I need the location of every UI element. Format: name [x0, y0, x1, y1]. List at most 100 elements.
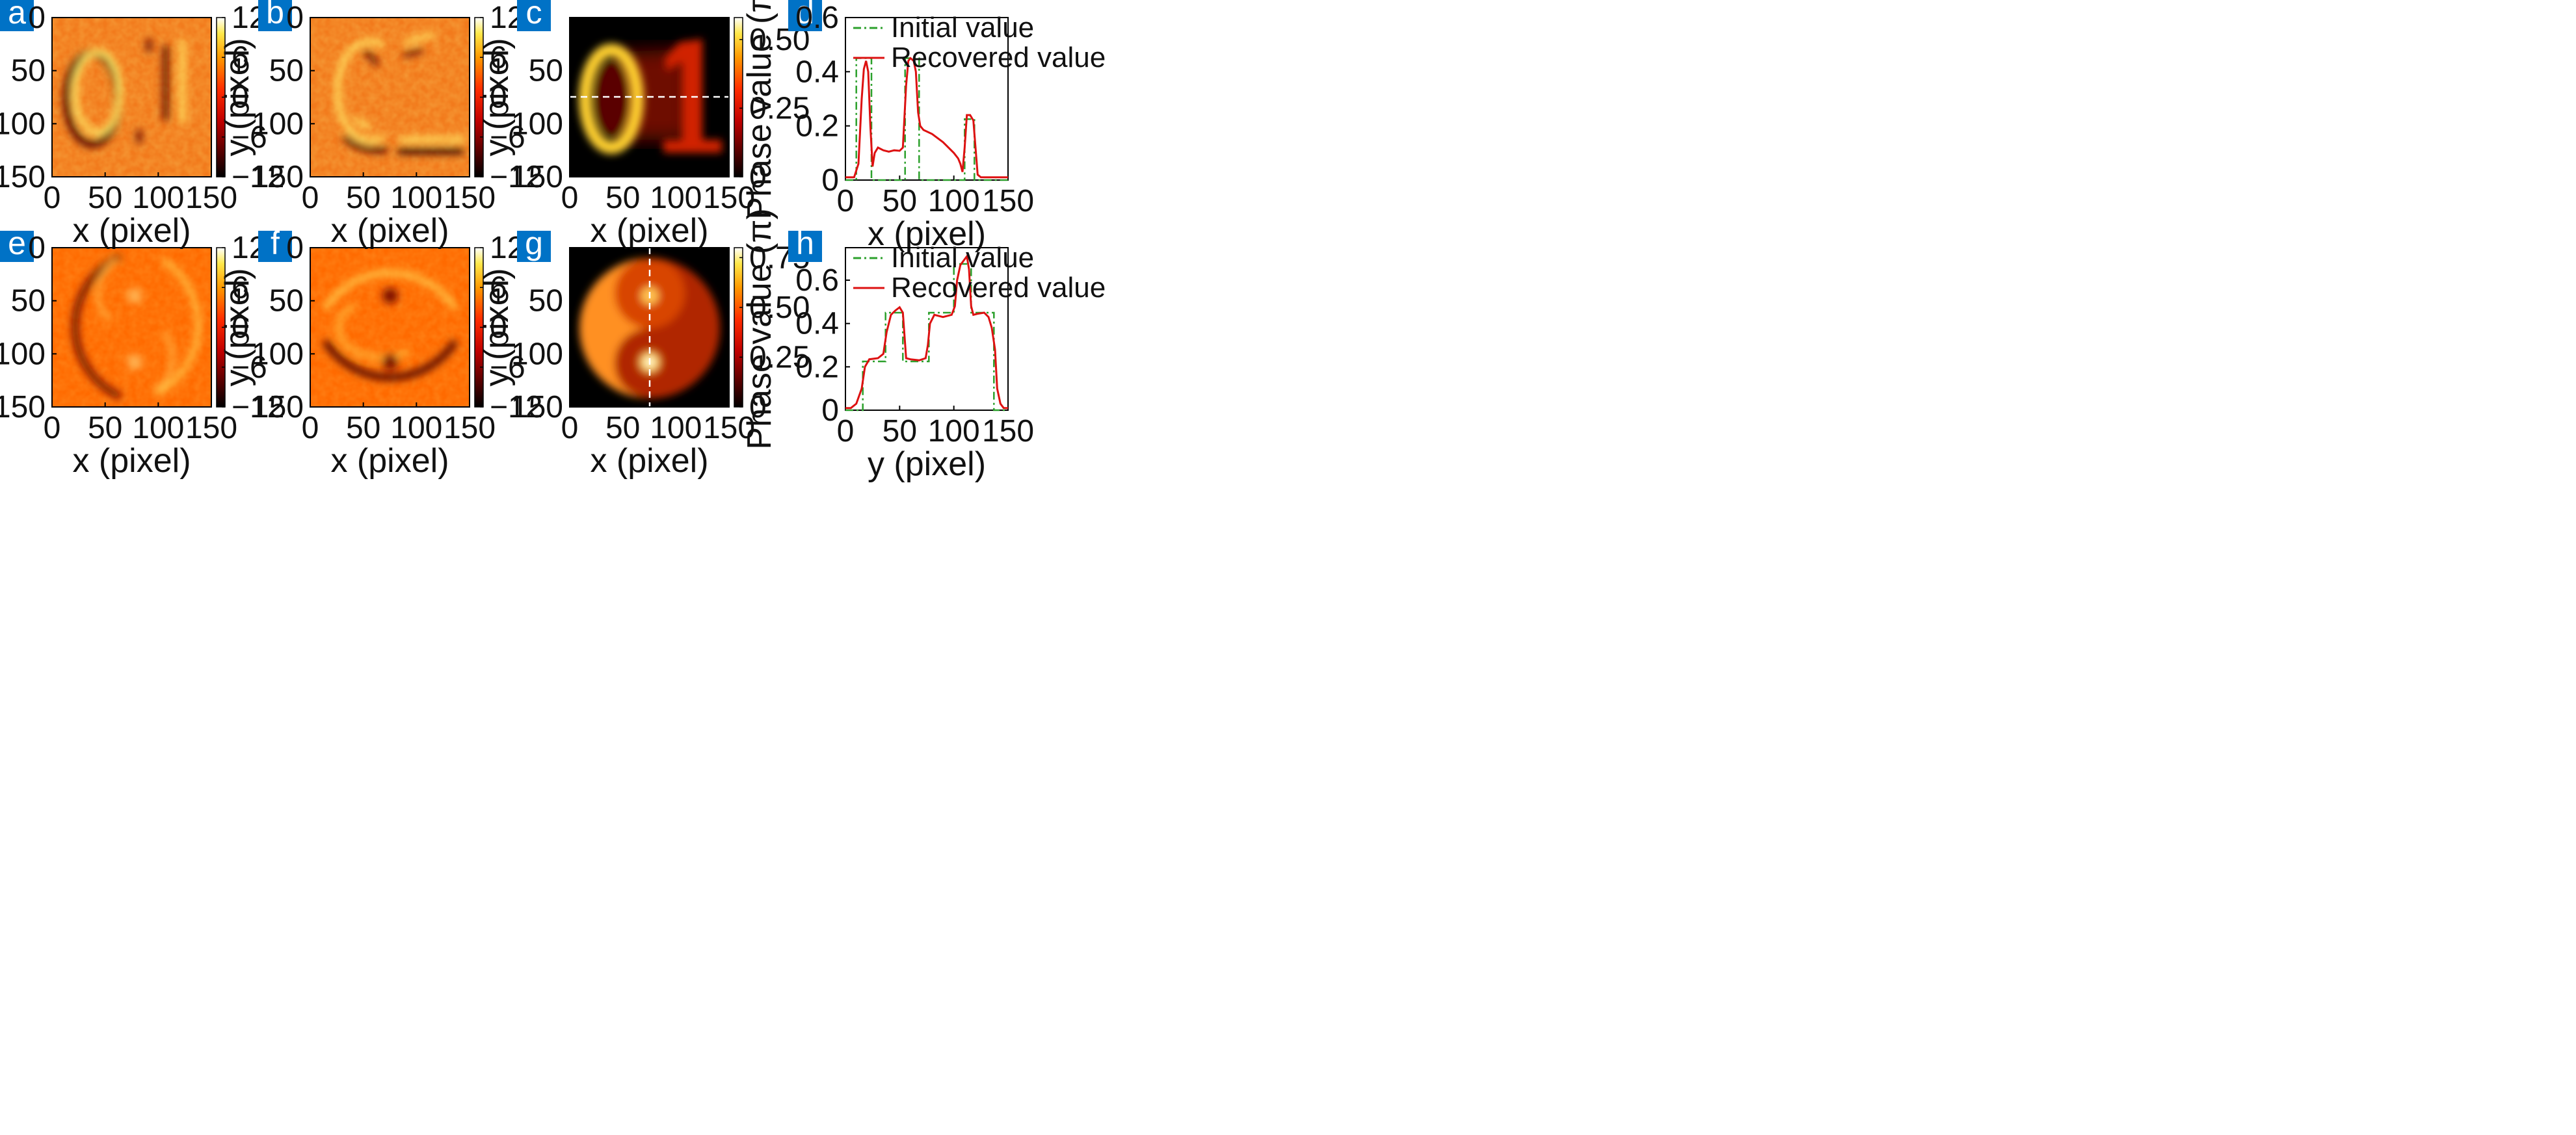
ytick-label: 0 — [821, 163, 839, 198]
colorbar-tick-label: 6 — [490, 40, 507, 75]
ytick-label: 50 — [269, 54, 304, 88]
colorbar-tick-label: −12 — [232, 160, 284, 194]
xtick-label: 100 — [650, 181, 702, 215]
ytick-label: 150 — [0, 390, 46, 424]
ytick-label: 0 — [821, 393, 839, 428]
colorbar-tick-label: 0.25 — [749, 91, 810, 125]
xtick-label: 150 — [444, 411, 496, 445]
xtick-label: 100 — [928, 414, 980, 449]
y-axis-label: y (pixel) — [219, 268, 256, 386]
legend-entry: Initial value — [891, 12, 1034, 44]
image-e — [52, 248, 211, 407]
xtick-label: 0 — [561, 181, 579, 215]
panel-label-f: f — [271, 225, 280, 261]
panel-label-b: b — [266, 0, 284, 31]
ytick-label: 150 — [252, 160, 304, 194]
panel-badge-d — [788, 0, 822, 31]
image-c — [570, 18, 729, 177]
colorbar-tick-label: 0 — [490, 81, 507, 115]
xtick-label: 150 — [185, 411, 237, 445]
panel-badge-a — [0, 0, 34, 31]
ytick-label: 0.4 — [795, 307, 839, 341]
ytick-label: 50 — [11, 54, 46, 88]
colorbar-tick-label: 0 — [232, 311, 249, 345]
xtick-label: 0 — [837, 184, 855, 218]
ytick-label: 50 — [529, 284, 563, 319]
ytick-label: 150 — [511, 390, 563, 424]
xtick-label: 150 — [703, 181, 755, 215]
x-axis-label: x (pixel) — [330, 212, 449, 250]
y-axis-label: Phase value (π) — [741, 0, 778, 220]
legend-entry: Recovered value — [891, 42, 1106, 73]
ytick-label: 0.2 — [795, 109, 839, 144]
image-a — [52, 18, 211, 177]
ytick-label: 50 — [529, 54, 563, 88]
x-axis-label: x (pixel) — [72, 212, 191, 250]
panel-badge-h — [788, 231, 822, 262]
series-line-recovered — [845, 254, 1008, 410]
ytick-label: 150 — [0, 160, 46, 194]
image-b — [310, 18, 470, 177]
xtick-label: 100 — [132, 181, 184, 215]
xtick-label: 0 — [302, 411, 319, 445]
plot-frame-f — [310, 247, 470, 408]
colorbar-tick-label: 0 — [749, 390, 767, 424]
colorbar-tick-label: 0.25 — [749, 340, 810, 374]
x-axis-label: x (pixel) — [72, 442, 191, 480]
xtick-label: 0 — [44, 181, 61, 215]
xtick-label: 50 — [346, 181, 380, 215]
panel-badge-b — [258, 0, 292, 31]
x-axis-label: x (pixel) — [868, 215, 986, 253]
colorbar-tick-label: −6 — [490, 120, 525, 155]
ytick-label: 0 — [28, 231, 46, 265]
panel-label-d: d — [796, 0, 814, 31]
xtick-label: 150 — [982, 184, 1034, 218]
x-axis-label: x (pixel) — [590, 212, 708, 250]
ytick-label: 0 — [286, 231, 304, 265]
xtick-label: 50 — [88, 411, 122, 445]
ytick-label: 0.4 — [795, 55, 839, 89]
ytick-label: 100 — [511, 107, 563, 141]
panel-badge-g — [517, 231, 551, 262]
xtick-label: 50 — [883, 414, 917, 449]
colorbar-tick-label: 6 — [232, 270, 249, 305]
xtick-label: 0 — [44, 411, 61, 445]
panel-d: d 0 50 100 150 0 0.2 0.4 0.6 x (pixel) Phase value… — [741, 0, 1106, 253]
ytick-label: 100 — [0, 107, 46, 141]
colorbar-tick-label: −12 — [490, 160, 542, 194]
panel-label-h: h — [796, 225, 814, 261]
xtick-label: 100 — [928, 184, 980, 218]
xtick-label: 0 — [302, 181, 319, 215]
panel-badge-c — [517, 0, 551, 31]
legend-entry: Recovered value — [891, 272, 1106, 304]
y-axis-label: y (pixel) — [478, 38, 516, 156]
colorbar-tick-label: −12 — [232, 390, 284, 424]
ytick-label: 0.6 — [795, 263, 839, 298]
panel-label-e: e — [8, 225, 26, 261]
panel-label-g: g — [525, 225, 543, 261]
panel-badge-f — [258, 231, 292, 262]
colorbar-c — [734, 17, 743, 177]
xtick-label: 150 — [982, 414, 1034, 449]
plot-frame-c — [569, 17, 730, 177]
y-axis-label: Phase value (π) — [741, 208, 778, 449]
y-axis-label: y (pixel) — [478, 268, 516, 386]
ytick-label: 100 — [252, 337, 304, 371]
colorbar-g — [734, 247, 743, 408]
ytick-label: 0 — [28, 1, 46, 35]
ytick-label: 100 — [252, 107, 304, 141]
x-axis-label: x (pixel) — [330, 442, 449, 480]
xtick-label: 100 — [132, 411, 184, 445]
colorbar-tick-label: 0 — [749, 160, 767, 194]
x-axis-label: y (pixel) — [868, 445, 986, 483]
y-axis-label: y (pixel) — [219, 38, 256, 156]
plot-frame-g — [569, 247, 730, 408]
colorbar-tick-label: 0 — [232, 81, 249, 115]
ytick-label: 100 — [0, 337, 46, 371]
ytick-label: 0 — [286, 1, 304, 35]
series-line-recovered — [845, 57, 1008, 179]
